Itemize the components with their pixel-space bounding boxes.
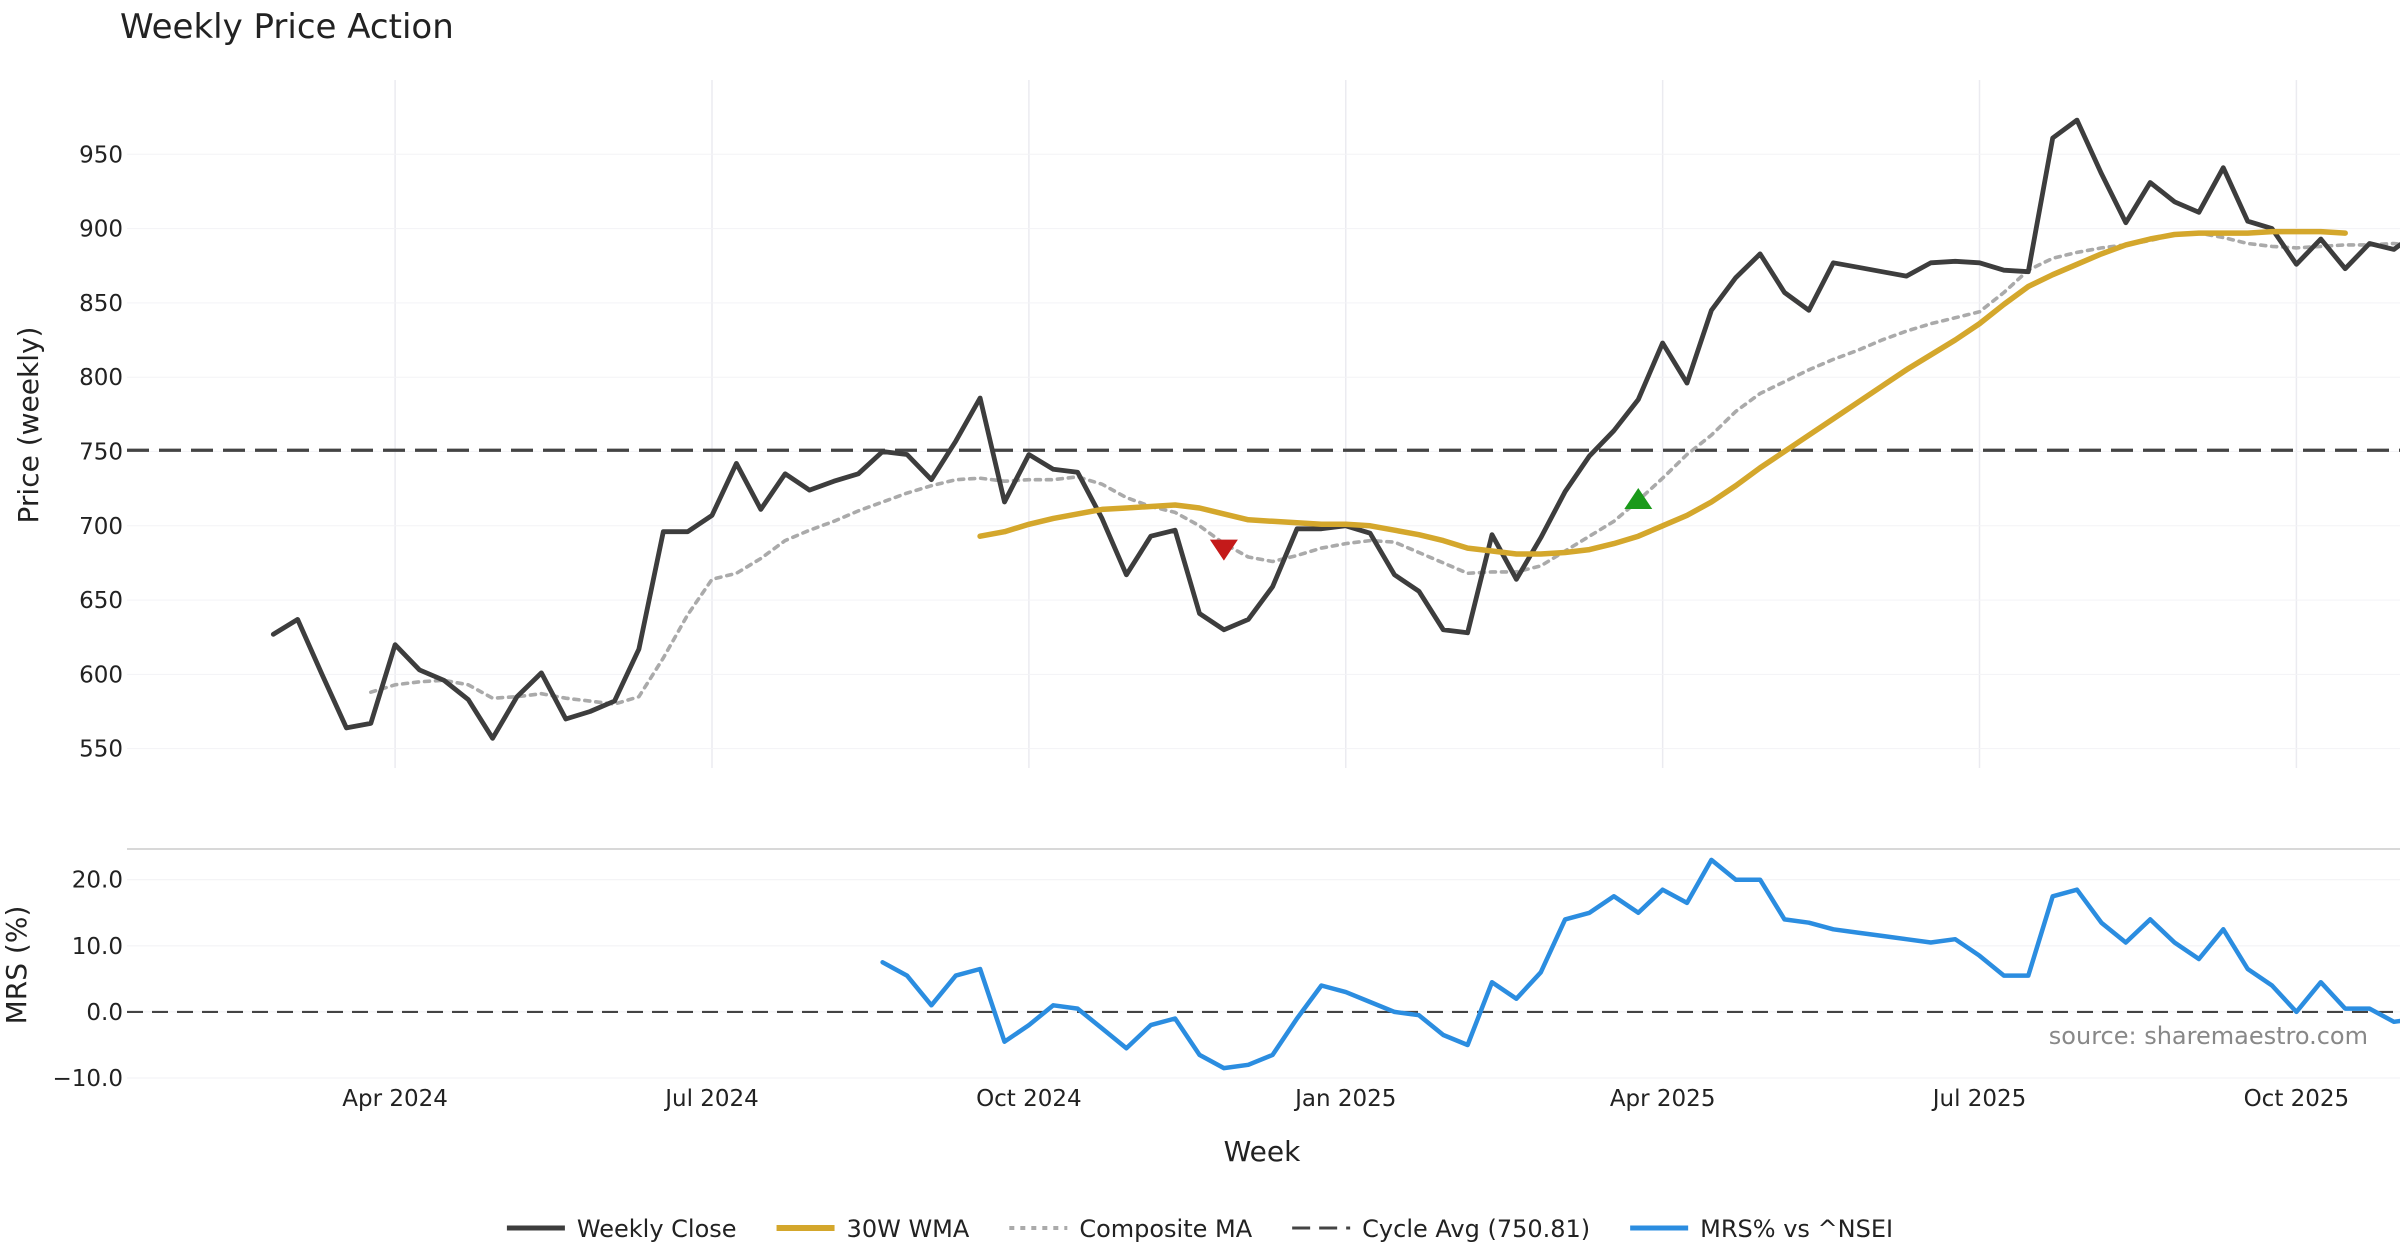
price-y-tick-label: 600 — [79, 662, 123, 688]
x-tick-label: Apr 2024 — [342, 1086, 448, 1112]
price-y-tick-label: 750 — [79, 439, 123, 465]
legend-label-cycle: Cycle Avg (750.81) — [1362, 1215, 1590, 1243]
legend-label-close: Weekly Close — [577, 1215, 737, 1243]
legend: Weekly Close 30W WMA Composite MA Cycle Avg… — [506, 1215, 1893, 1243]
buy-signal-marker — [1624, 488, 1653, 510]
mrs-y-tick-label: −10.0 — [53, 1066, 123, 1092]
mrs-y-axis-label: MRS (%) — [0, 906, 33, 1025]
source-note: source: sharemaestro.com — [2049, 1022, 2368, 1050]
price-y-tick-label: 550 — [79, 737, 123, 763]
price-y-tick-label: 650 — [79, 588, 123, 614]
sell-signal-marker — [1209, 539, 1238, 561]
price-y-tick-label: 800 — [79, 365, 123, 391]
series-line-mrs — [880, 857, 2400, 1071]
series-line-composite — [368, 231, 2400, 706]
price-y-tick-label: 950 — [79, 142, 123, 168]
price-y-tick-label: 850 — [79, 291, 123, 317]
x-tick-label: Oct 2025 — [2244, 1086, 2350, 1112]
legend-label-mrs: MRS% vs ^NSEI — [1700, 1215, 1893, 1243]
series-line-close — [270, 117, 2400, 741]
price-y-tick-label: 700 — [79, 514, 123, 540]
mrs-y-tick-label: 0.0 — [86, 1000, 123, 1026]
x-tick-label: Apr 2025 — [1610, 1086, 1716, 1112]
x-axis-ticks: Apr 2024 Jul 2024 Oct 2024 Jan 2025 Apr 2025… — [342, 1086, 2349, 1112]
x-axis-label: Week — [1224, 1135, 1301, 1168]
x-tick-label: Jul 2024 — [663, 1086, 759, 1112]
mrs-y-tick-label: 20.0 — [72, 868, 123, 894]
x-tick-label: Jan 2025 — [1293, 1086, 1396, 1112]
price-y-tick-label: 900 — [79, 217, 123, 243]
mrs-panel: −10.0 0.0 10.0 20.0 — [53, 848, 2400, 1092]
price-y-axis-label: Price (weekly) — [12, 327, 45, 524]
series-line-wma — [977, 228, 2348, 557]
legend-label-composite: Composite MA — [1079, 1215, 1252, 1243]
x-tick-label: Jul 2025 — [1931, 1086, 2027, 1112]
mrs-y-tick-label: 10.0 — [72, 934, 123, 960]
x-tick-label: Oct 2024 — [976, 1086, 1082, 1112]
chart-title: Weekly Price Action — [120, 7, 454, 47]
price-panel: 550 600 650 700 750 800 850 900 950 — [79, 80, 2400, 768]
legend-label-wma: 30W WMA — [847, 1215, 970, 1243]
